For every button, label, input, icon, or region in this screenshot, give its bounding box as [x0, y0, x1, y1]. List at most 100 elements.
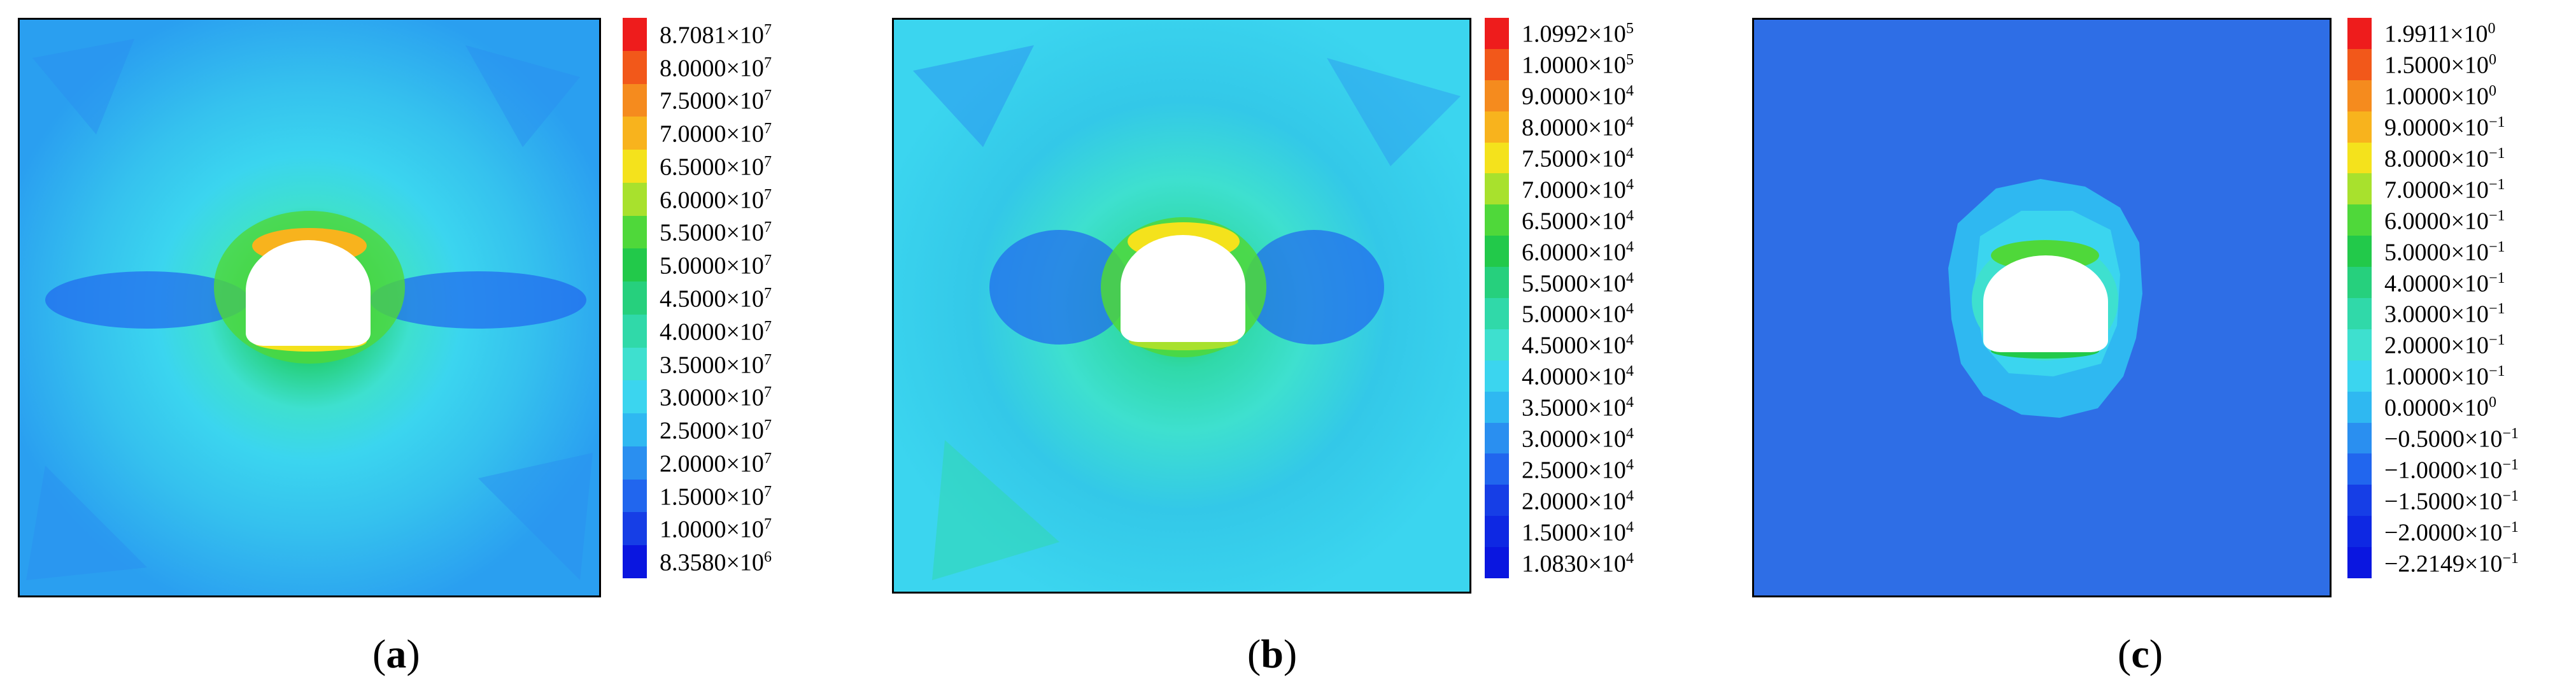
- low-zone-left-a: [45, 271, 249, 329]
- caption-a: (a): [372, 631, 420, 676]
- legend-label: 4.5000×104: [1522, 332, 1634, 359]
- legend-label: 1.5000×104: [1522, 518, 1634, 546]
- mesh-facet-b: [1327, 58, 1461, 166]
- legend-label: 2.0000×10−1: [2384, 332, 2505, 359]
- legend-swatch: [1485, 48, 1509, 81]
- mesh-facet-a: [478, 453, 593, 580]
- panel-b: 1.0992×105 1.0000×105 9.0000×104 8.0000×104…: [859, 0, 1718, 698]
- legend-swatch: [1485, 329, 1509, 361]
- legend-label: 1.0992×105: [1522, 20, 1634, 48]
- legend-swatch: [2347, 48, 2372, 81]
- legend-label: −2.2149×10−1: [2384, 550, 2519, 578]
- legend-label: 5.0000×107: [660, 252, 772, 280]
- legend-swatch: [2347, 422, 2372, 454]
- legend-label: 8.7081×107: [660, 21, 772, 49]
- legend-label: 3.5000×107: [660, 351, 772, 379]
- legend-swatch: [1485, 485, 1509, 516]
- legend-label: 1.0000×100: [2384, 83, 2496, 110]
- legend-label: 1.0000×105: [1522, 52, 1634, 79]
- legend-swatch: [1485, 422, 1509, 454]
- legend-label: −0.5000×10−1: [2384, 425, 2519, 453]
- legend-swatch: [1485, 298, 1509, 330]
- legend-label: 6.5000×104: [1522, 207, 1634, 235]
- contour-plot-a: [18, 18, 601, 597]
- legend-swatch: [2347, 236, 2372, 267]
- legend-swatch: [623, 479, 647, 513]
- legend-swatch: [623, 512, 647, 546]
- legend-label: 4.0000×107: [660, 318, 772, 346]
- legend-swatch: [1485, 204, 1509, 236]
- legend-swatch: [2347, 360, 2372, 392]
- legend-swatch: [1485, 80, 1509, 112]
- legend-swatch: [623, 446, 647, 480]
- legend-label: −2.0000×10−1: [2384, 518, 2519, 546]
- mesh-facet-b: [913, 45, 1034, 147]
- legend-swatch: [2347, 391, 2372, 424]
- legend-swatch: [623, 182, 647, 217]
- legend-label: 4.0000×10−1: [2384, 269, 2505, 297]
- legend-label: 7.5000×107: [660, 87, 772, 115]
- legend-swatch: [623, 347, 647, 381]
- legend-swatch: [623, 314, 647, 348]
- legend-swatch: [623, 380, 647, 414]
- legend-label: 3.0000×104: [1522, 425, 1634, 453]
- legend-c: 1.9911×100 1.5000×100 1.0000×100 9.0000×10−…: [2347, 18, 2575, 591]
- contour-plot-b: [892, 18, 1471, 594]
- legend-swatch: [1485, 516, 1509, 548]
- legend-label: 7.0000×107: [660, 120, 772, 148]
- legend-label: 5.0000×10−1: [2384, 238, 2505, 266]
- legend-swatch: [623, 50, 647, 84]
- legend-label: 3.0000×107: [660, 384, 772, 411]
- legend-label: 1.9911×100: [2384, 20, 2496, 48]
- legend-label: 0.0000×100: [2384, 394, 2496, 422]
- legend-label: 2.0000×104: [1522, 487, 1634, 515]
- legend-label: 1.0000×107: [660, 516, 772, 543]
- low-zone-left-b: [989, 230, 1129, 345]
- legend-swatch: [1485, 453, 1509, 485]
- legend-swatch: [1485, 391, 1509, 424]
- legend-label: 3.5000×104: [1522, 394, 1634, 422]
- legend-label: 2.0000×107: [660, 450, 772, 478]
- panel-c: 1.9911×100 1.5000×100 1.0000×100 9.0000×10−…: [1718, 0, 2576, 698]
- legend-swatch: [2347, 142, 2372, 174]
- legend-swatch: [2347, 173, 2372, 205]
- legend-swatch: [1485, 267, 1509, 299]
- low-zone-right-b: [1244, 230, 1384, 345]
- legend-label: 4.5000×107: [660, 285, 772, 313]
- low-zone-right-a: [370, 271, 586, 329]
- legend-swatch: [2347, 267, 2372, 299]
- legend-label: 8.3580×106: [660, 549, 772, 576]
- legend-label: 8.0000×104: [1522, 114, 1634, 141]
- legend-swatch: [2347, 516, 2372, 548]
- legend-swatch: [2347, 204, 2372, 236]
- legend-swatch: [1485, 142, 1509, 174]
- legend-label: 5.5000×104: [1522, 269, 1634, 297]
- legend-label: 4.0000×104: [1522, 363, 1634, 390]
- legend-label: 9.0000×10−1: [2384, 114, 2505, 141]
- legend-swatch: [1485, 18, 1509, 50]
- legend-swatch: [1485, 360, 1509, 392]
- contour-plot-c: [1752, 18, 2332, 597]
- tunnel-opening-b: [1121, 235, 1245, 342]
- legend-label: 7.0000×10−1: [2384, 176, 2505, 204]
- legend-swatch: [1485, 547, 1509, 579]
- panel-a: 8.7081×107 8.0000×107 7.5000×107 7.0000×107…: [0, 0, 859, 698]
- legend-swatch: [623, 18, 647, 52]
- legend-swatch: [623, 117, 647, 150]
- tunnel-opening-c: [1983, 255, 2108, 352]
- legend-swatch: [1485, 173, 1509, 205]
- legend-label: 8.0000×10−1: [2384, 145, 2505, 173]
- legend-a: 8.7081×107 8.0000×107 7.5000×107 7.0000×107…: [623, 18, 852, 591]
- legend-label: 5.0000×104: [1522, 301, 1634, 329]
- legend-label: −1.0000×10−1: [2384, 456, 2519, 484]
- legend-swatch: [623, 545, 647, 579]
- legend-swatch: [623, 150, 647, 183]
- caption-b: (b): [1247, 631, 1298, 676]
- legend-swatch: [1485, 111, 1509, 143]
- legend-label: 1.5000×107: [660, 483, 772, 511]
- mesh-facet-b: [932, 440, 1059, 580]
- legend-label: 6.5000×107: [660, 153, 772, 181]
- legend-swatch: [2347, 547, 2372, 579]
- legend-label: 9.0000×104: [1522, 83, 1634, 110]
- legend-swatch: [2347, 18, 2372, 50]
